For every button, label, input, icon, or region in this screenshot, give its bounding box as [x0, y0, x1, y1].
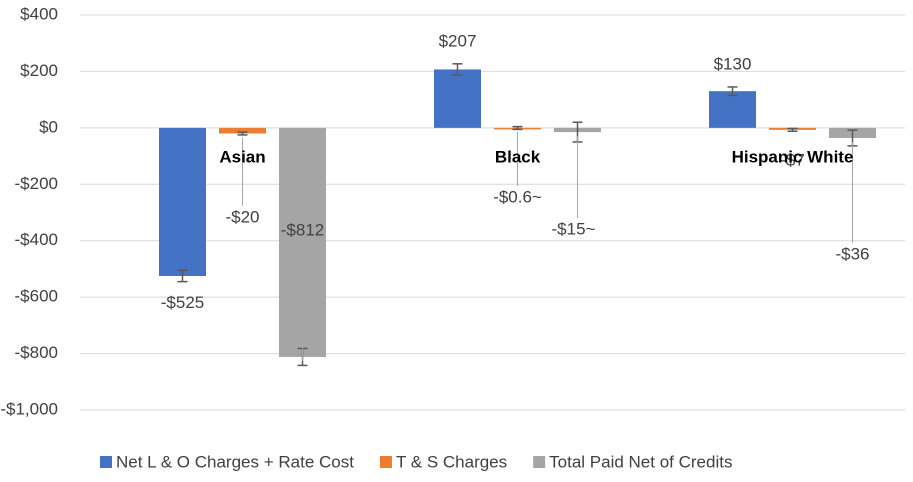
- y-tick-label: -$400: [15, 230, 58, 249]
- data-label: -$20: [225, 207, 259, 226]
- legend-swatch: [533, 456, 546, 468]
- error-bar: [237, 131, 248, 136]
- y-tick-label: -$200: [15, 174, 58, 193]
- legend-swatch: [100, 456, 112, 468]
- data-label: $207: [439, 31, 477, 50]
- y-tick-label: -$800: [15, 343, 58, 362]
- error-bar: [452, 63, 463, 76]
- y-tick-label: $200: [20, 61, 58, 80]
- legend-swatch: [379, 456, 392, 468]
- bar: [709, 91, 756, 128]
- y-tick-label: $0: [39, 117, 58, 136]
- data-label: -$525: [161, 293, 204, 312]
- error-bar: [727, 86, 738, 97]
- y-tick-label: -$1,000: [0, 399, 58, 418]
- bar: [434, 69, 481, 128]
- data-label: -$36: [835, 244, 869, 263]
- category-label: Hispanic White: [732, 147, 854, 166]
- bar: [219, 127, 266, 134]
- error-bar: [512, 125, 523, 131]
- category-label: Asian: [219, 147, 265, 166]
- error-bar: [177, 269, 188, 283]
- y-tick-label: $400: [20, 4, 58, 23]
- legend-label: Total Paid Net of Credits: [549, 452, 732, 471]
- data-label: -$7: [780, 151, 805, 170]
- data-label: -$812: [281, 220, 324, 239]
- category-label: Black: [495, 147, 541, 166]
- y-tick-label: -$600: [15, 287, 58, 306]
- data-label: -$0.6~: [493, 187, 542, 206]
- bar: [159, 127, 206, 276]
- data-label: -$15~: [552, 219, 596, 238]
- data-label: $130: [714, 54, 752, 73]
- legend-label: Net L & O Charges + Rate Cost: [116, 452, 354, 471]
- error-bar: [787, 127, 798, 132]
- legend-label: T & S Charges: [396, 452, 507, 471]
